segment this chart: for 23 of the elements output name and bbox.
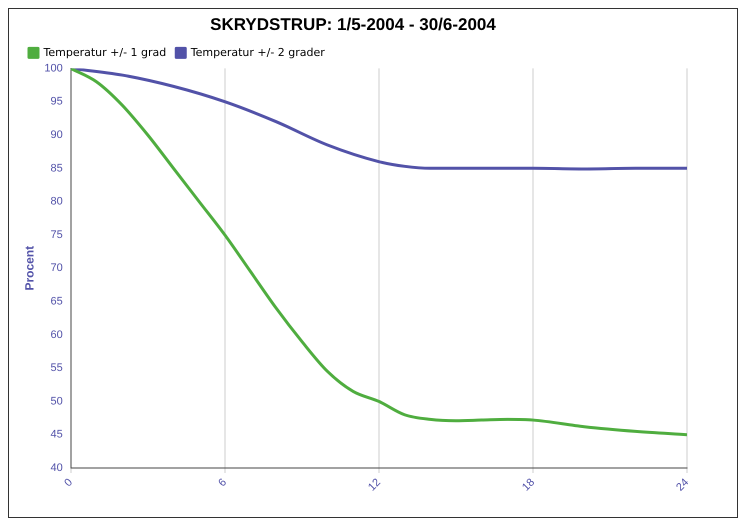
y-tick-label: 70 — [50, 262, 63, 274]
y-tick-label: 60 — [50, 328, 63, 341]
x-tick-label: 12 — [366, 476, 384, 494]
y-tick-label: 45 — [50, 428, 63, 441]
x-tick-label: 18 — [520, 476, 538, 494]
x-tick-label: 24 — [674, 476, 692, 494]
legend-label: Temperatur +/- 2 grader — [190, 46, 326, 59]
y-tick-label: 40 — [50, 462, 63, 474]
y-tick-label: 65 — [50, 296, 63, 308]
y-tick-label: 100 — [44, 62, 63, 74]
y-tick-label: 90 — [50, 129, 63, 142]
x-tick-label: 6 — [216, 476, 230, 490]
y-tick-label: 75 — [50, 228, 63, 241]
y-tick-label: 50 — [50, 395, 63, 408]
line-series — [70, 68, 687, 436]
y-tick-label: 55 — [50, 362, 63, 374]
y-tick-label: 95 — [50, 96, 63, 108]
y-tick-label: 85 — [50, 162, 63, 174]
chart-title: SKRYDSTRUP: 1/5-2004 - 30/6-2004 — [210, 14, 496, 34]
y-tick-label: 80 — [50, 196, 63, 208]
x-tick-label: 0 — [62, 476, 76, 490]
legend-label: Temperatur +/- 1 grad — [42, 46, 166, 59]
y-axis-title: Procent — [22, 246, 37, 291]
